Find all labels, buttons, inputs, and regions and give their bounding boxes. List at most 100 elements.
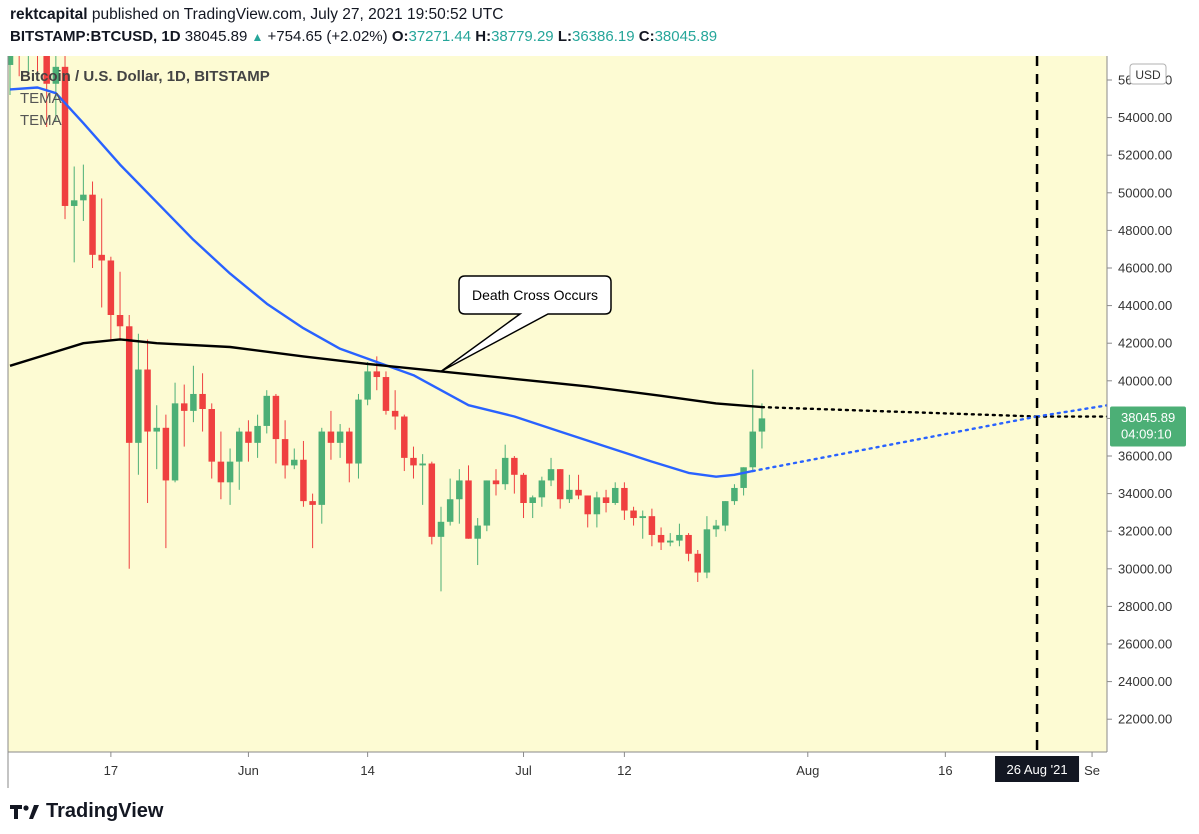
price-tick-label: 42000.00 (1118, 336, 1172, 351)
candles-layer (8, 54, 766, 592)
candle-body (529, 497, 536, 503)
candle-body (180, 403, 188, 411)
close-label: C: (638, 28, 655, 45)
candle-body (281, 439, 289, 466)
author-name[interactable]: rektcapital (10, 6, 88, 23)
candle-body (236, 431, 243, 462)
symbol-label[interactable]: BITSTAMP:BTCUSD, 1D (10, 28, 181, 45)
time-tick-label: Se (1084, 763, 1100, 778)
overlay-layer: Death Cross Occurs (440, 56, 1121, 752)
currency-badge[interactable] (1129, 63, 1167, 85)
price-tick-label: 52000.00 (1118, 148, 1172, 163)
projection-blue-line (751, 415, 1039, 473)
candle-body (584, 495, 591, 515)
candle-body (630, 510, 637, 519)
price-tick-label: 44000.00 (1118, 298, 1172, 313)
up-arrow-icon: ▲ (251, 30, 264, 44)
candle-body (465, 480, 472, 539)
price-tick-label: 36000.00 (1118, 449, 1172, 464)
candle-body (694, 553, 701, 573)
time-tick-label: 14 (360, 763, 374, 778)
high-value: 38779.29 (491, 28, 554, 45)
candle-body (666, 540, 674, 543)
published-text: published on TradingView.com, July 27, 2… (91, 6, 504, 23)
candle-body (291, 459, 298, 466)
candle-body (263, 395, 271, 426)
chart-area[interactable]: Death Cross Occurs Bitcoin / U.S. Dollar… (0, 52, 1199, 792)
open-value: 37271.44 (408, 28, 472, 45)
candle-body (731, 487, 738, 502)
last-price: 38045.89 (184, 28, 248, 45)
candle-body (364, 371, 371, 400)
candle-body (135, 369, 142, 443)
high-label: H: (475, 28, 492, 45)
candle-body (602, 497, 610, 503)
time-tick-label: Jul (515, 763, 532, 778)
candle-body (171, 403, 179, 481)
candle-body (749, 431, 757, 468)
candle-body (199, 393, 206, 409)
candle-body (52, 66, 60, 84)
candle-body (254, 425, 261, 443)
last-price-badge-label: 38045.89 (1121, 410, 1175, 425)
candle-body (538, 480, 546, 498)
time-tick-label: 12 (617, 763, 631, 778)
legend-title[interactable]: Bitcoin / U.S. Dollar, 1D, BITSTAMP (20, 68, 270, 85)
candle-body (208, 409, 215, 462)
candle-body (483, 480, 491, 526)
candle-body (511, 457, 518, 475)
candle-body (556, 469, 564, 500)
candle-body (80, 194, 87, 201)
candle-body (410, 457, 417, 466)
candle-body (474, 525, 481, 539)
candle-body (703, 529, 711, 573)
candle-body (437, 521, 445, 537)
candle-body (611, 487, 619, 503)
low-label: L: (557, 28, 572, 45)
price-change: +754.65 (+2.02%) (267, 28, 388, 45)
time-axis-bg[interactable] (8, 752, 1107, 788)
price-tick-label: 32000.00 (1118, 524, 1172, 539)
candle-body (153, 427, 160, 432)
candle-body (43, 56, 50, 84)
candle-body (61, 66, 69, 206)
legend-tema-1[interactable]: TEMA (20, 90, 62, 107)
death-cross-callout[interactable] (440, 275, 612, 373)
candle-body (685, 534, 692, 554)
candle-body (492, 480, 500, 485)
candle-body (89, 194, 96, 255)
candle-body (566, 489, 573, 500)
candle-body (428, 463, 436, 537)
candle-body (217, 461, 225, 483)
candle-body (621, 487, 628, 511)
ohlc-bar: BITSTAMP:BTCUSD, 1D 38045.89 ▲ +754.65 (… (10, 28, 717, 45)
low-value: 36386.19 (571, 28, 635, 45)
candle-body (8, 56, 14, 65)
candle-body (401, 416, 408, 458)
candle-body (336, 431, 344, 443)
price-tick-label: 40000.00 (1118, 373, 1172, 388)
candle-body (722, 501, 729, 526)
price-tick-label: 34000.00 (1118, 486, 1172, 501)
price-axis-bg[interactable] (1107, 56, 1199, 752)
tema-fast-line (9, 86, 754, 478)
candle-body (346, 431, 353, 464)
candle-body (327, 431, 335, 443)
candle-body (16, 54, 23, 56)
candle-body (318, 431, 326, 505)
legend-tema-2[interactable]: TEMA (20, 112, 62, 129)
crosshair-date-badge (995, 756, 1080, 782)
tema-slow-line (9, 338, 762, 409)
candle-body (575, 489, 582, 496)
candle-body (162, 427, 170, 481)
tradingview-footer[interactable]: TradingView (10, 800, 163, 823)
price-tick-label: 22000.00 (1118, 712, 1172, 727)
publish-line: rektcapital published on TradingView.com… (10, 6, 503, 24)
candle-body (657, 534, 665, 543)
candle-body (373, 371, 381, 378)
candle-body (501, 457, 509, 485)
price-chart[interactable]: Death Cross Occurs Bitcoin / U.S. Dollar… (0, 52, 1199, 792)
candle-body (740, 467, 747, 488)
last-price-badge[interactable] (1110, 406, 1186, 447)
candle-body (355, 399, 362, 464)
